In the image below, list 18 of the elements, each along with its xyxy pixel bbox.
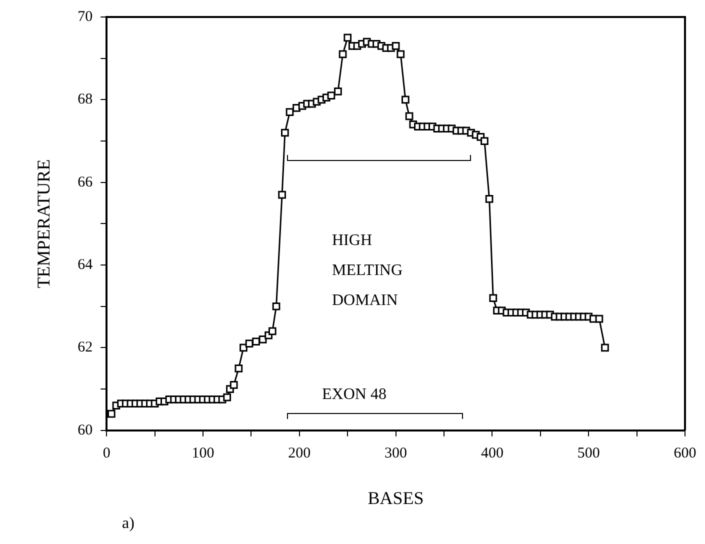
annotation: HIGH MELTING DOMAIN (332, 231, 403, 311)
x-tick-label: 200 (288, 445, 311, 462)
x-tick-label: 400 (480, 445, 504, 462)
y-tick-label: 60 (78, 422, 93, 438)
x-tick-label: 600 (674, 445, 696, 462)
y-tick-label: 62 (78, 340, 93, 356)
y-tick-label: 70 (78, 8, 93, 25)
x-tick-label: 0 (102, 445, 110, 462)
annotation: EXON 48 (322, 386, 386, 404)
y-tick-label: 68 (78, 92, 93, 108)
x-axis-title: BASES (368, 488, 424, 508)
text: a) (122, 515, 134, 533)
y-tick-label: 64 (78, 256, 94, 273)
x-tick-label: 500 (577, 445, 600, 462)
x-tick-label: 100 (192, 445, 214, 462)
y-tick-label: 66 (78, 174, 94, 190)
y-axis-title: TEMPERATURE (34, 159, 54, 288)
x-tick-label: 300 (384, 445, 408, 462)
